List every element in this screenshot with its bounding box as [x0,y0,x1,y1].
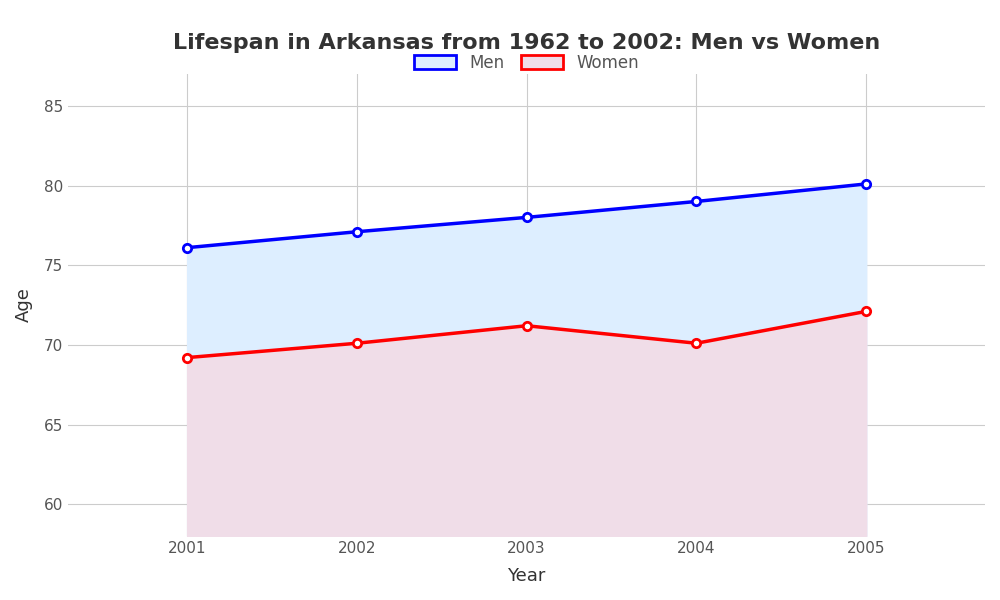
X-axis label: Year: Year [507,567,546,585]
Title: Lifespan in Arkansas from 1962 to 2002: Men vs Women: Lifespan in Arkansas from 1962 to 2002: … [173,33,880,53]
Legend: Men, Women: Men, Women [406,46,647,80]
Y-axis label: Age: Age [15,287,33,322]
